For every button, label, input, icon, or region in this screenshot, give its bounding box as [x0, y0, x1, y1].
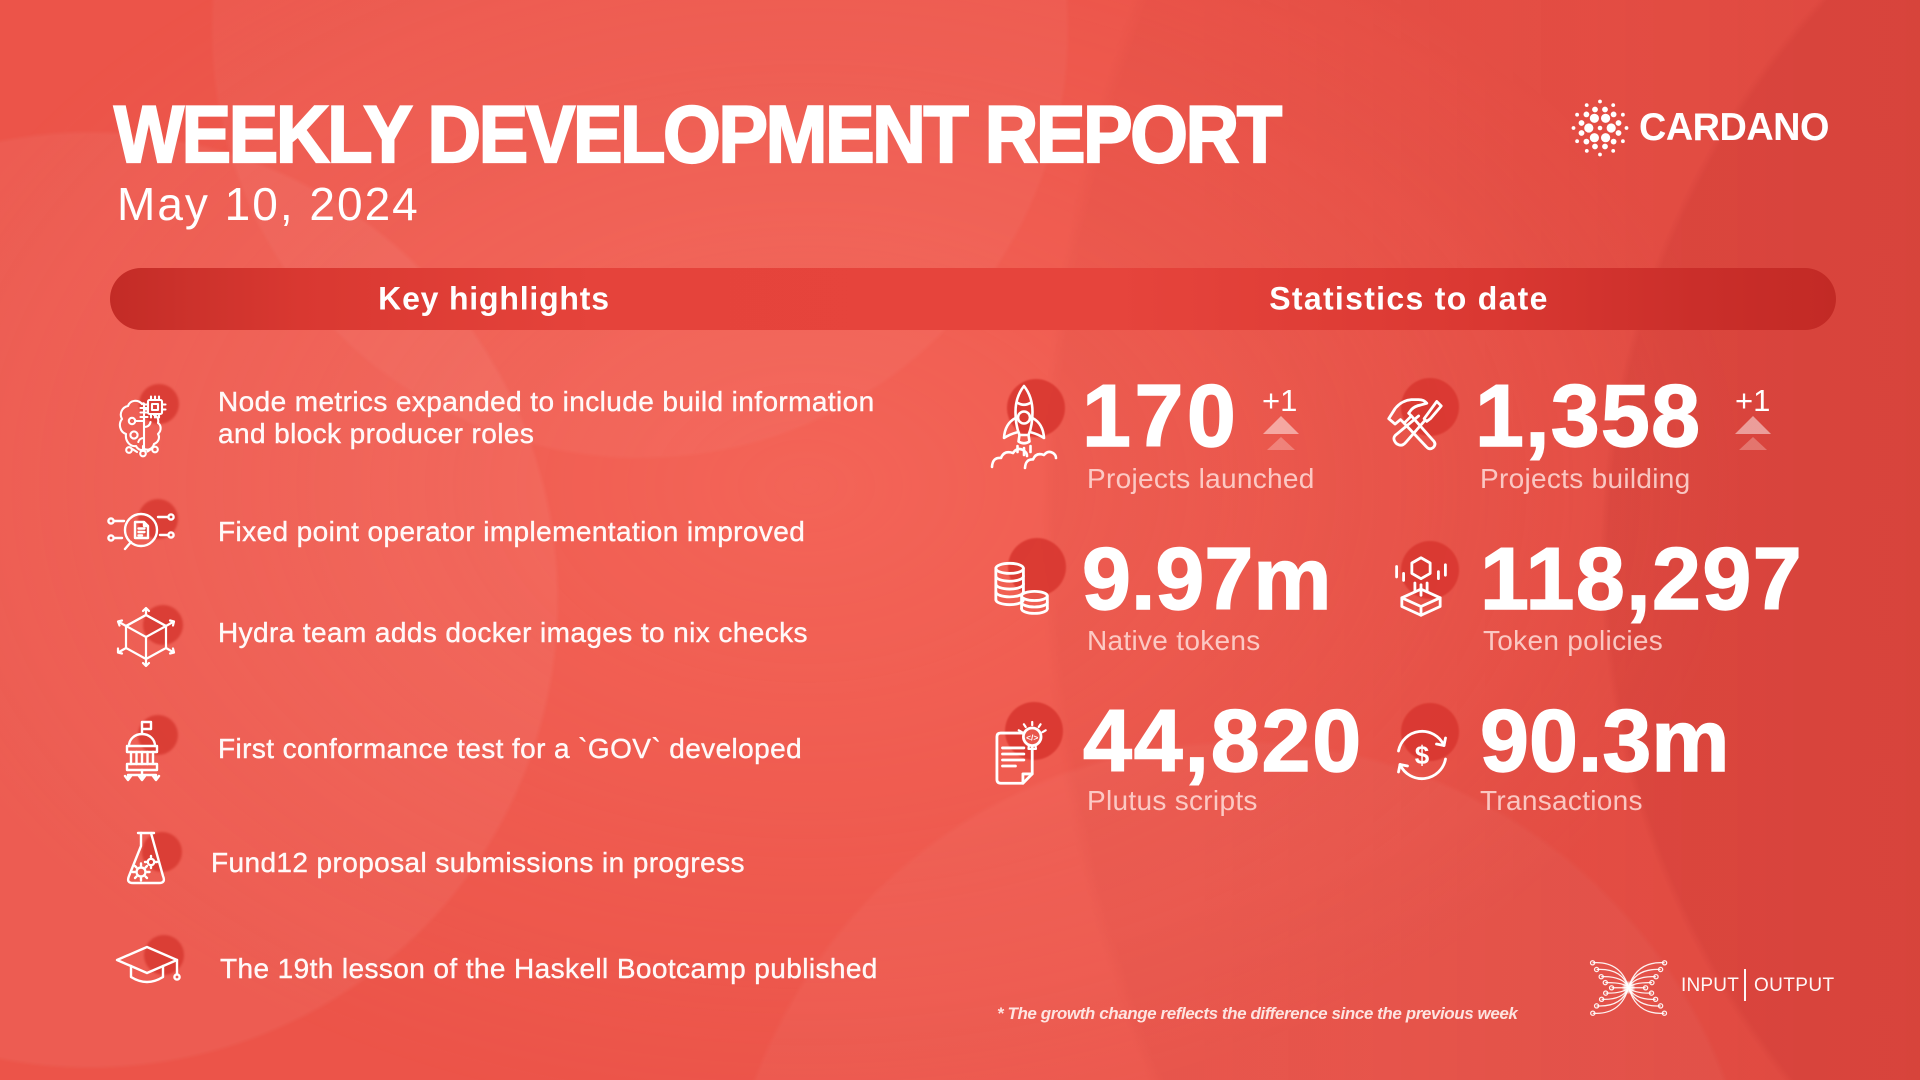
svg-text:</>: </> — [1026, 733, 1038, 743]
svg-text:$: $ — [1415, 740, 1430, 770]
